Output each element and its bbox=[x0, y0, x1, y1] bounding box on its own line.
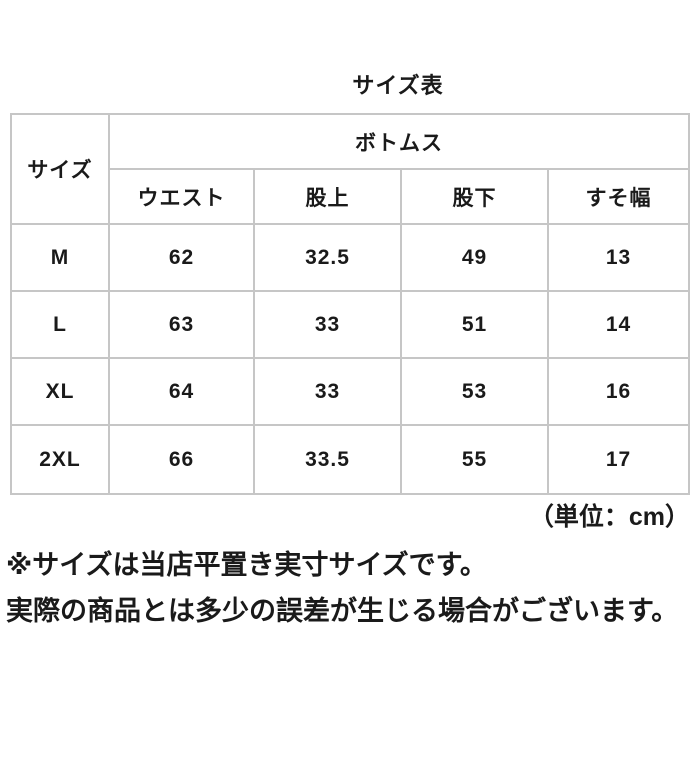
measurement-cell: 53 bbox=[400, 357, 549, 426]
size-label-cell: M bbox=[10, 223, 110, 292]
column-header-rise: 股上 bbox=[253, 168, 402, 225]
measurement-cell: 33 bbox=[253, 290, 402, 359]
measurement-cell: 33 bbox=[253, 357, 402, 426]
measurement-cell: 63 bbox=[108, 290, 255, 359]
footnotes: ※サイズは当店平置き実寸サイズです。 実際の商品とは多少の誤差が生じる場合がござ… bbox=[6, 542, 700, 634]
size-label-cell: 2XL bbox=[10, 424, 110, 495]
table-group-header-row: サイズ ボトムス bbox=[10, 113, 690, 225]
measurement-cell: 51 bbox=[400, 290, 549, 359]
column-header-inseam: 股下 bbox=[400, 168, 549, 225]
note-line-2: 実際の商品とは多少の誤差が生じる場合がございます。 bbox=[6, 596, 679, 626]
corner-header-cell: サイズ bbox=[10, 113, 110, 225]
measurement-cell: 13 bbox=[547, 223, 690, 292]
size-label-cell: XL bbox=[10, 357, 110, 426]
size-table: サイズ ボトムス ウエスト 股上 股下 すそ幅 M 62 32.5 49 13 … bbox=[10, 113, 690, 495]
unit-label: （単位：cm） bbox=[528, 503, 690, 531]
table-row-2xl: 2XL 66 33.5 55 17 bbox=[10, 424, 690, 495]
column-header-hem-width: すそ幅 bbox=[547, 168, 690, 225]
page-title: サイズ表 bbox=[352, 73, 444, 98]
measurement-cell: 55 bbox=[400, 424, 549, 495]
table-column-header-row: ウエスト 股上 股下 すそ幅 bbox=[11, 168, 690, 225]
measurement-cell: 32.5 bbox=[253, 223, 402, 292]
size-label-cell: L bbox=[10, 290, 110, 359]
column-header-waist: ウエスト bbox=[108, 168, 255, 225]
table-row-l: L 63 33 51 14 bbox=[10, 290, 690, 359]
measurement-cell: 16 bbox=[547, 357, 690, 426]
measurement-cell: 66 bbox=[108, 424, 255, 495]
measurement-cell: 33.5 bbox=[253, 424, 402, 495]
measurement-cell: 49 bbox=[400, 223, 549, 292]
note-line-1: ※サイズは当店平置き実寸サイズです。 bbox=[6, 550, 487, 580]
group-header-cell: ボトムス bbox=[108, 113, 690, 170]
measurement-cell: 14 bbox=[547, 290, 690, 359]
measurement-cell: 17 bbox=[547, 424, 690, 495]
table-row-xl: XL 64 33 53 16 bbox=[10, 357, 690, 426]
measurement-cell: 62 bbox=[108, 223, 255, 292]
measurement-cell: 64 bbox=[108, 357, 255, 426]
table-row-m: M 62 32.5 49 13 bbox=[10, 223, 690, 292]
